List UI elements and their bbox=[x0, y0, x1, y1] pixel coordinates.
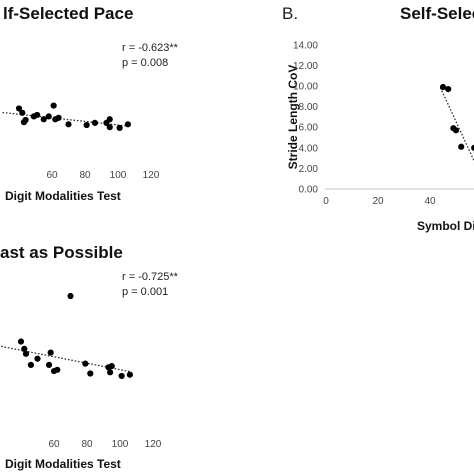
panel-a-point bbox=[15, 105, 23, 112]
panel-a-r-value: r = -0.623** bbox=[122, 42, 179, 54]
panel-a-x-tick-label: 60 bbox=[46, 170, 58, 181]
panel-c-x-tick-label: 100 bbox=[112, 439, 129, 450]
panel-a-point bbox=[55, 114, 62, 121]
panel-a-points bbox=[2, 102, 131, 132]
panel-c-x-ticks: 60 80 100 120 bbox=[48, 439, 161, 450]
panel-b-y-tick-label: 2.00 bbox=[299, 164, 319, 175]
panel-c-point bbox=[108, 363, 115, 370]
panel-b-y-tick-label: 0.00 bbox=[299, 185, 319, 196]
panel-c-x-axis-title: Digit Modalities Test bbox=[5, 457, 121, 471]
panel-b-y-tick-label: 6.00 bbox=[299, 123, 319, 134]
panel-b-point bbox=[471, 144, 474, 151]
panel-c-point bbox=[54, 366, 61, 373]
panel-a-point bbox=[124, 121, 131, 128]
panel-c-point bbox=[47, 349, 54, 356]
panel-b-y-tick-label: 12.00 bbox=[293, 61, 318, 72]
panel-c-points bbox=[1, 292, 133, 380]
panel-b-letter: B. bbox=[282, 4, 298, 23]
panel-a: lf-Selected Pace r = -0.623** p = 0.008 … bbox=[2, 4, 179, 203]
panel-b-point bbox=[445, 85, 452, 93]
panel-c-p-value: p = 0.001 bbox=[122, 286, 168, 298]
panel-a-point bbox=[116, 124, 123, 132]
panel-b-x-axis-title: Symbol Digit l bbox=[417, 219, 474, 233]
panel-b-point bbox=[458, 143, 465, 150]
panel-c-x-tick-label: 60 bbox=[48, 439, 60, 450]
panel-c-point bbox=[27, 361, 34, 368]
panel-a-point bbox=[106, 124, 113, 131]
panel-a-point bbox=[19, 109, 26, 116]
panel-c-point bbox=[82, 360, 89, 367]
panel-b-title: Self-Selec bbox=[400, 4, 474, 23]
panel-c-point bbox=[22, 350, 30, 357]
panel-b: B. Self-Selec Stride Length CoV 14.00 12.… bbox=[282, 4, 474, 233]
panel-a-x-ticks: 60 80 100 120 bbox=[46, 170, 159, 181]
panel-b-y-ticks: 14.00 12.00 10.00 8.00 6.00 4.00 2.00 0.00 bbox=[293, 40, 318, 195]
panel-b-point bbox=[439, 83, 447, 91]
panel-b-y-tick-label: 4.00 bbox=[299, 143, 319, 154]
panel-b-y-tick-label: 14.00 bbox=[293, 40, 318, 51]
panel-c-point bbox=[21, 345, 28, 352]
panel-a-point bbox=[22, 116, 29, 124]
panel-a-point bbox=[50, 102, 57, 109]
panel-b-x-tick-label: 40 bbox=[424, 196, 436, 207]
panel-b-y-tick-label: 8.00 bbox=[299, 102, 319, 113]
panel-c-point bbox=[126, 371, 133, 378]
panel-c: ast as Possible r = -0.725** p = 0.001 6… bbox=[0, 243, 179, 471]
panel-c-point bbox=[87, 370, 94, 377]
panel-a-point bbox=[83, 121, 90, 129]
panel-b-x-ticks: 0 20 40 bbox=[323, 196, 436, 207]
panel-b-point bbox=[452, 127, 460, 134]
panel-a-point bbox=[34, 111, 41, 119]
panel-b-y-axis-title: Stride Length CoV bbox=[286, 65, 300, 170]
panel-a-point bbox=[91, 119, 98, 126]
panel-a-point bbox=[106, 116, 113, 123]
panel-a-p-value: p = 0.008 bbox=[122, 57, 168, 69]
panel-c-x-tick-label: 80 bbox=[81, 439, 93, 450]
panel-a-title: lf-Selected Pace bbox=[3, 4, 133, 23]
panel-b-points bbox=[439, 83, 474, 163]
panel-c-point bbox=[45, 361, 53, 368]
panel-b-x-tick-label: 0 bbox=[323, 196, 329, 207]
panel-c-x-tick-label: 120 bbox=[145, 439, 162, 450]
panel-a-x-tick-label: 120 bbox=[143, 170, 160, 181]
panel-c-title: ast as Possible bbox=[0, 243, 123, 262]
panel-b-y-tick-label: 10.00 bbox=[293, 82, 318, 93]
panel-a-point bbox=[40, 116, 47, 123]
panel-b-trendline bbox=[439, 87, 474, 163]
panel-c-point bbox=[107, 369, 114, 376]
panel-c-point bbox=[118, 372, 125, 380]
panel-c-point bbox=[67, 292, 74, 300]
panel-c-point bbox=[34, 355, 41, 362]
panel-b-x-tick-label: 20 bbox=[372, 196, 384, 207]
panel-a-x-axis-title: Digit Modalities Test bbox=[5, 189, 121, 203]
panel-c-r-value: r = -0.725** bbox=[122, 271, 179, 283]
panel-a-x-tick-label: 100 bbox=[110, 170, 127, 181]
panel-a-point bbox=[45, 113, 52, 120]
panel-c-point bbox=[17, 338, 25, 345]
panel-a-point bbox=[65, 121, 72, 128]
panel-a-x-tick-label: 80 bbox=[79, 170, 91, 181]
